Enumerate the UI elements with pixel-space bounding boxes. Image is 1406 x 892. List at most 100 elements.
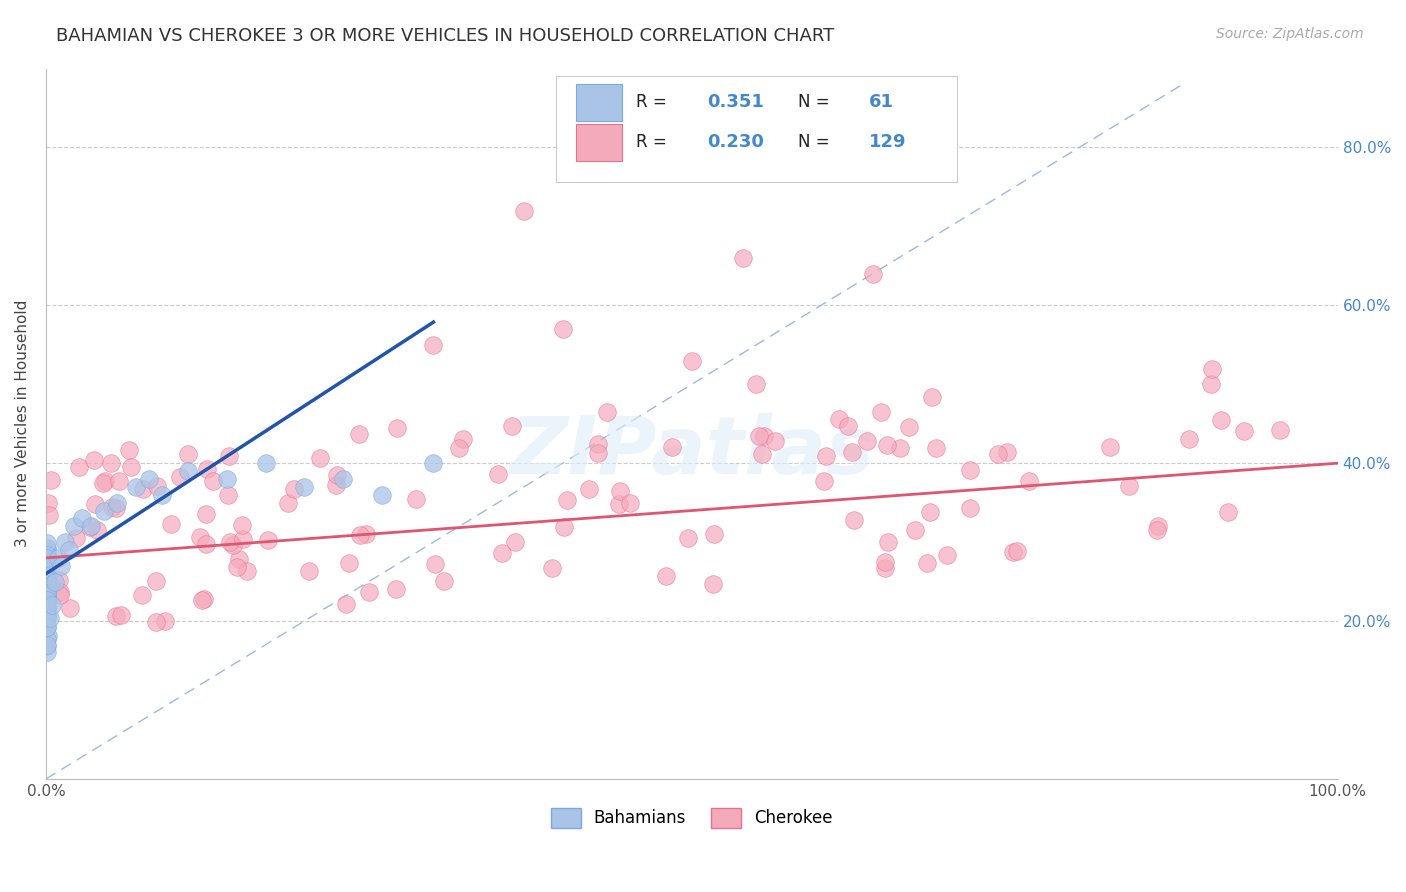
Point [37, 587, 59, 601]
Point [827, 412, 849, 426]
Point [37, 586, 59, 600]
Point [423, 557, 446, 571]
Point [221, 538, 243, 552]
Point [37, 609, 59, 624]
Point [422, 456, 444, 470]
Point [121, 460, 143, 475]
Point [177, 464, 200, 478]
Point [918, 505, 941, 519]
Point [357, 584, 380, 599]
Point [37, 550, 59, 565]
Point [661, 440, 683, 454]
Point [37, 574, 59, 588]
Point [841, 445, 863, 459]
Point [41, 599, 63, 613]
Text: N =: N = [797, 93, 835, 111]
Point [541, 561, 564, 575]
Point [145, 615, 167, 629]
Point [39, 473, 62, 487]
Text: Source: ZipAtlas.com: Source: ZipAtlas.com [1216, 27, 1364, 41]
Point [215, 472, 238, 486]
Point [1270, 423, 1292, 437]
Point [101, 500, 124, 514]
Point [876, 534, 898, 549]
Point [335, 597, 357, 611]
Text: ZIPatlas: ZIPatlas [509, 413, 875, 491]
Point [37, 599, 59, 613]
Point [145, 479, 167, 493]
Point [37, 591, 59, 606]
Point [37, 536, 59, 550]
Point [37, 570, 59, 584]
Point [37, 541, 59, 556]
FancyBboxPatch shape [575, 84, 621, 121]
Point [105, 496, 128, 510]
Point [844, 513, 866, 527]
Point [1146, 518, 1168, 533]
Point [37, 629, 59, 643]
Legend: Bahamians, Cherokee: Bahamians, Cherokee [544, 801, 839, 835]
Point [218, 450, 240, 464]
Point [190, 593, 212, 607]
Point [619, 496, 641, 510]
Point [959, 463, 981, 477]
Point [917, 556, 939, 570]
Point [309, 450, 332, 465]
Point [59, 601, 82, 615]
Point [751, 447, 773, 461]
Point [681, 353, 703, 368]
Point [326, 468, 349, 483]
FancyBboxPatch shape [575, 124, 621, 161]
Point [37, 591, 59, 605]
Point [488, 467, 510, 481]
Point [354, 527, 377, 541]
Point [195, 462, 218, 476]
Point [132, 482, 155, 496]
Point [231, 517, 253, 532]
Point [107, 474, 129, 488]
Point [596, 405, 619, 419]
Point [37, 632, 59, 646]
FancyBboxPatch shape [557, 76, 956, 182]
Point [283, 482, 305, 496]
Point [80, 519, 103, 533]
Point [83, 497, 105, 511]
Point [37, 558, 59, 573]
Point [748, 429, 770, 443]
Point [217, 488, 239, 502]
Point [609, 483, 631, 498]
Point [875, 556, 897, 570]
Point [733, 251, 755, 265]
Point [607, 497, 630, 511]
Point [337, 556, 360, 570]
Point [232, 532, 254, 546]
Point [904, 523, 927, 537]
Point [104, 500, 127, 515]
Text: N =: N = [797, 133, 835, 151]
Point [37, 609, 59, 624]
Point [51, 558, 73, 573]
Point [38, 508, 60, 522]
Point [79, 520, 101, 534]
Point [995, 445, 1018, 459]
Point [37, 549, 59, 564]
Point [1099, 440, 1122, 454]
Point [94, 474, 117, 488]
Point [37, 597, 59, 611]
Point [48, 573, 70, 587]
Point [67, 459, 90, 474]
Point [49, 588, 72, 602]
Point [654, 569, 676, 583]
Point [503, 534, 526, 549]
Point [37, 591, 59, 605]
Point [1007, 544, 1029, 558]
Point [451, 433, 474, 447]
Point [37, 496, 59, 510]
Point [449, 441, 471, 455]
Text: BAHAMIAN VS CHEROKEE 3 OR MORE VEHICLES IN HOUSEHOLD CORRELATION CHART: BAHAMIAN VS CHEROKEE 3 OR MORE VEHICLES … [56, 27, 835, 45]
Point [553, 519, 575, 533]
Point [58, 543, 80, 558]
Point [814, 449, 837, 463]
Point [432, 574, 454, 588]
Point [870, 405, 893, 419]
